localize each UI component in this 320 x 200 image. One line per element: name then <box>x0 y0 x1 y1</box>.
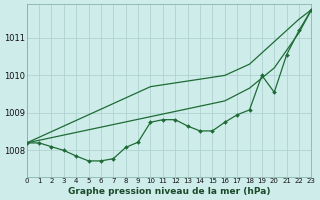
X-axis label: Graphe pression niveau de la mer (hPa): Graphe pression niveau de la mer (hPa) <box>68 187 270 196</box>
